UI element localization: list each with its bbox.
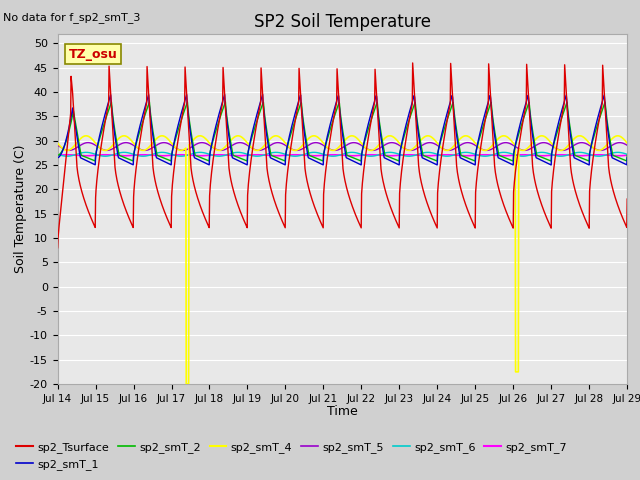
Text: No data for f_sp2_smT_3: No data for f_sp2_smT_3 [3, 12, 141, 23]
sp2_smT_4 [623, 140, 631, 146]
sp2_smT_1 [259, 92, 266, 97]
sp2_Tsurface [166, 223, 174, 229]
sp2_smT_4 [54, 140, 61, 146]
sp2_smT_7 [63, 152, 71, 157]
sp2_smT_5 [556, 147, 564, 153]
sp2_smT_4 [180, 146, 188, 152]
sp2_smT_5 [244, 143, 252, 148]
sp2_smT_6 [556, 153, 564, 159]
sp2_Tsurface [431, 221, 439, 227]
sp2_Tsurface [506, 217, 513, 223]
sp2_smT_5 [623, 143, 631, 148]
sp2_smT_1 [506, 160, 513, 166]
sp2_smT_5 [502, 140, 509, 145]
X-axis label: Time: Time [327, 405, 358, 418]
sp2_smT_4 [166, 139, 174, 144]
sp2_Tsurface [244, 186, 252, 192]
sp2_Tsurface [409, 60, 417, 66]
Line: sp2_smT_6: sp2_smT_6 [58, 152, 627, 156]
sp2_smT_2 [506, 157, 513, 163]
sp2_smT_4 [614, 133, 621, 139]
sp2_smT_7 [614, 153, 621, 158]
sp2_smT_2 [54, 152, 61, 158]
sp2_smT_7 [167, 153, 175, 158]
Legend: sp2_Tsurface, sp2_smT_1, sp2_smT_2, sp2_smT_4, sp2_smT_5, sp2_smT_6, sp2_smT_7: sp2_Tsurface, sp2_smT_1, sp2_smT_2, sp2_… [12, 438, 572, 474]
sp2_smT_4 [556, 147, 564, 153]
sp2_smT_6 [506, 150, 513, 156]
sp2_smT_2 [431, 157, 439, 163]
sp2_smT_2 [166, 158, 174, 164]
Line: sp2_smT_1: sp2_smT_1 [58, 95, 627, 165]
Line: sp2_smT_4: sp2_smT_4 [58, 136, 627, 384]
sp2_smT_5 [506, 141, 513, 146]
sp2_smT_5 [180, 147, 188, 153]
sp2_smT_7 [431, 153, 439, 158]
sp2_smT_5 [54, 143, 61, 148]
sp2_smT_1 [166, 162, 174, 168]
sp2_smT_2 [180, 108, 188, 114]
sp2_smT_4 [506, 136, 513, 142]
sp2_smT_2 [623, 152, 631, 158]
sp2_Tsurface [54, 245, 61, 251]
sp2_smT_6 [431, 151, 439, 156]
Title: SP2 Soil Temperature: SP2 Soil Temperature [254, 12, 431, 31]
sp2_smT_6 [623, 151, 631, 157]
sp2_smT_1 [586, 162, 593, 168]
Line: sp2_smT_5: sp2_smT_5 [58, 143, 627, 150]
sp2_smT_6 [614, 149, 621, 155]
sp2_smT_1 [623, 155, 631, 161]
sp2_smT_7 [556, 152, 564, 157]
sp2_Tsurface [180, 102, 188, 108]
sp2_smT_7 [54, 152, 61, 158]
sp2_smT_4 [431, 138, 439, 144]
sp2_smT_7 [181, 152, 189, 158]
Text: TZ_osu: TZ_osu [69, 48, 118, 60]
sp2_smT_7 [623, 152, 631, 158]
sp2_smT_5 [431, 141, 438, 147]
sp2_smT_6 [63, 153, 71, 159]
sp2_smT_1 [180, 100, 188, 106]
sp2_smT_1 [556, 114, 564, 120]
sp2_smT_4 [244, 141, 252, 147]
sp2_smT_2 [586, 158, 593, 164]
sp2_smT_6 [244, 152, 252, 157]
sp2_smT_4 [182, 381, 190, 387]
Line: sp2_Tsurface: sp2_Tsurface [58, 63, 627, 248]
Line: sp2_smT_7: sp2_smT_7 [58, 155, 627, 156]
sp2_smT_6 [181, 153, 189, 159]
sp2_Tsurface [623, 196, 631, 202]
Y-axis label: Soil Temperature (C): Soil Temperature (C) [14, 144, 27, 273]
sp2_smT_1 [54, 155, 61, 161]
sp2_smT_7 [506, 153, 513, 158]
sp2_smT_6 [167, 151, 175, 157]
sp2_smT_6 [54, 151, 61, 157]
sp2_smT_2 [556, 120, 564, 126]
sp2_smT_7 [244, 152, 252, 158]
Line: sp2_smT_2: sp2_smT_2 [58, 102, 627, 161]
sp2_smT_5 [166, 142, 174, 147]
sp2_smT_1 [431, 161, 439, 167]
sp2_Tsurface [556, 124, 564, 130]
sp2_smT_2 [221, 99, 229, 105]
sp2_smT_2 [244, 148, 252, 154]
sp2_smT_1 [244, 151, 252, 156]
sp2_smT_5 [521, 147, 529, 153]
